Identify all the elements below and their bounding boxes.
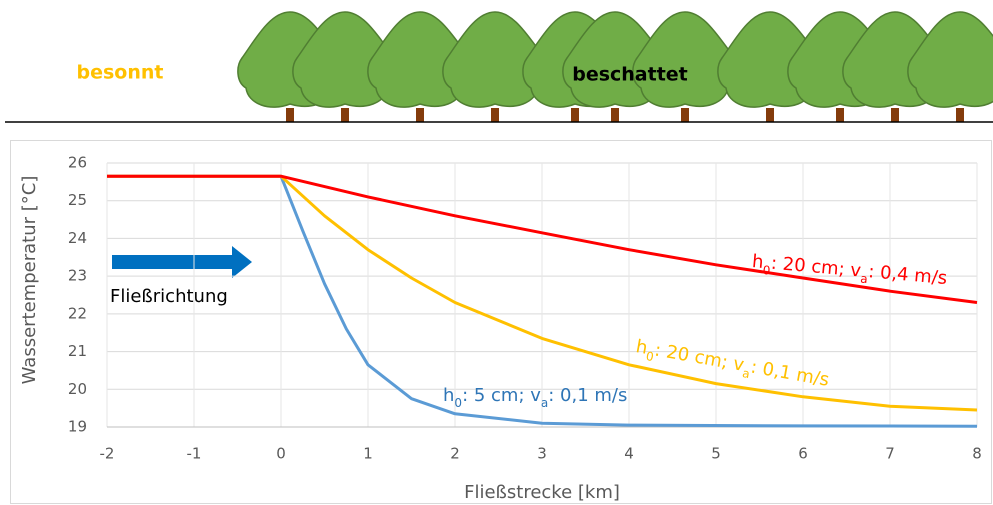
y-axis-title: Wassertemperatur [°C] — [19, 176, 40, 385]
tree-trunk — [611, 108, 619, 122]
tree-trunk — [836, 108, 844, 122]
annotation-part: : 0,1 m/s — [548, 385, 627, 406]
tree-trunk — [681, 108, 689, 122]
data-line — [107, 174, 978, 304]
x-tick-label: 6 — [798, 445, 808, 463]
tree-row — [237, 11, 993, 122]
x-tick-label: 0 — [276, 445, 286, 463]
annotation-part: 0 — [762, 262, 771, 277]
flow-arrow — [112, 246, 252, 278]
y-tick-label: 25 — [68, 191, 87, 209]
shaded-label: beschattet — [572, 64, 688, 86]
annotation-part: h — [751, 251, 764, 273]
y-tick-label: 23 — [68, 267, 87, 285]
curve-annotation: h0: 5 cm; va: 0,1 m/s — [443, 385, 627, 410]
flow-label: Fließrichtung — [110, 286, 228, 307]
tree-trunk — [491, 108, 499, 122]
x-tick-label: 8 — [972, 445, 982, 463]
annotation-part: 0 — [645, 348, 655, 363]
annotation-part: 0 — [454, 396, 462, 410]
x-tick-label: 2 — [450, 445, 460, 463]
tree-trunk — [286, 108, 294, 122]
x-tick-label: 4 — [624, 445, 634, 463]
annotation-part: : 20 cm; v — [653, 339, 746, 375]
tree-trunk — [341, 108, 349, 122]
y-tick-label: 20 — [68, 380, 87, 398]
annotation-part: h — [634, 336, 649, 359]
annotation-part: : 0,4 m/s — [867, 261, 948, 289]
annotation-part: h — [443, 385, 454, 406]
tree-trunk — [766, 108, 774, 122]
data-line — [107, 174, 978, 428]
y-tick-label: 26 — [68, 154, 87, 172]
tree-trunk — [416, 108, 424, 122]
annotation-part: a — [860, 271, 869, 286]
x-tick-label: -2 — [100, 445, 115, 463]
y-tick-label: 21 — [68, 342, 87, 360]
annotation-part: a — [541, 396, 548, 410]
y-tick-label: 19 — [68, 418, 87, 436]
x-tick-label: 5 — [711, 445, 721, 463]
x-axis-title: Fließstrecke [km] — [464, 482, 620, 503]
sunny-label: besonnt — [77, 62, 164, 84]
annotation-part: : 5 cm; v — [462, 385, 541, 406]
annotation-part: : 20 cm; v — [770, 253, 862, 282]
x-tick-label: 1 — [363, 445, 373, 463]
tree-trunk — [571, 108, 579, 122]
y-tick-label: 22 — [68, 304, 87, 322]
annotation-part: : 0,1 m/s — [749, 356, 831, 390]
tree-crown — [907, 11, 993, 108]
data-line — [107, 174, 978, 412]
y-tick-label: 24 — [68, 229, 87, 247]
x-tick-label: 7 — [885, 445, 895, 463]
x-tick-label: 3 — [537, 445, 547, 463]
tree-trunk — [891, 108, 899, 122]
x-tick-label: -1 — [187, 445, 202, 463]
tree-trunk — [956, 108, 964, 122]
annotation-part: a — [741, 365, 751, 380]
chart-frame — [10, 140, 992, 504]
